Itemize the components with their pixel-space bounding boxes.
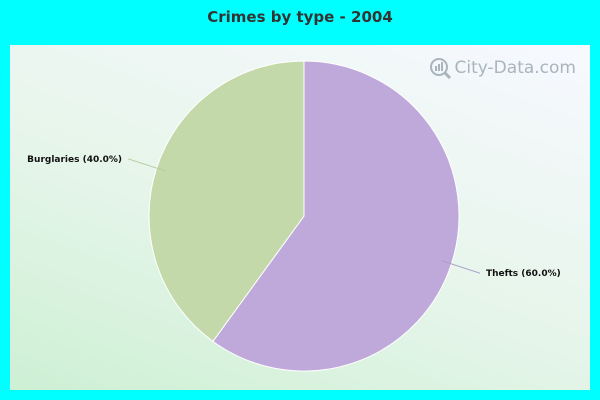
watermark: City-Data.com (429, 57, 576, 79)
plot-area: City-Data.com Thefts (60.0%) Burglaries (… (10, 45, 590, 390)
pie-chart: Thefts (60.0%) Burglaries (40.0%) (27, 60, 561, 372)
watermark-text: City-Data.com (454, 58, 576, 78)
leader-line-1 (127, 158, 167, 172)
chart-title: Crimes by type - 2004 (207, 8, 393, 26)
slice-label-0: Thefts (60.0%) (486, 269, 561, 279)
magnifier-chart-icon (429, 58, 451, 79)
leader-line-0 (441, 260, 481, 274)
slice-label-1: Burglaries (40.0%) (27, 155, 122, 165)
